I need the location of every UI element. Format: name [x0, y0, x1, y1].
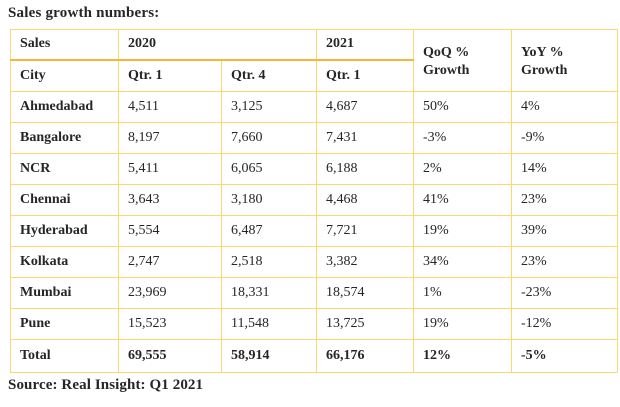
total-label-cell: Total: [10, 339, 119, 373]
city-cell: Pune: [10, 308, 119, 340]
city-cell: Kolkata: [10, 246, 119, 278]
q4-2020-cell: 18,331: [221, 277, 317, 309]
q4-2020-cell: 3,125: [221, 91, 317, 123]
qoq-cell: 41%: [413, 184, 512, 216]
qoq-cell: 50%: [413, 91, 512, 123]
q1-2021-cell: 18,574: [316, 277, 414, 309]
city-cell: Hyderabad: [10, 215, 119, 247]
header-row-quarters: City Qtr. 1 Qtr. 4 Qtr. 1: [10, 59, 618, 92]
yoy-cell: -23%: [511, 277, 618, 309]
source-note: Source: Real Insight: Q1 2021: [8, 377, 204, 393]
table-row-mumbai: Mumbai 23,969 18,331 18,574 1% -23%: [10, 277, 618, 309]
total-q4-2020-cell: 58,914: [221, 339, 317, 373]
q1-2021-cell: 4,687: [316, 91, 414, 123]
qoq-cell: 34%: [413, 246, 512, 278]
header-year-2021: 2021: [316, 29, 414, 61]
header-2020-qtr4: Qtr. 4: [221, 59, 317, 92]
qoq-cell: 19%: [413, 215, 512, 247]
q4-2020-cell: 6,487: [221, 215, 317, 247]
table-row-chennai: Chennai 3,643 3,180 4,468 41% 23%: [10, 184, 618, 216]
header-city: City: [10, 59, 119, 92]
q1-2020-cell: 2,747: [118, 246, 222, 278]
q1-2021-cell: 7,721: [316, 215, 414, 247]
header-row-years: Sales 2020 2021 QoQ % Growth YoY % Growt…: [10, 29, 618, 92]
yoy-cell: 23%: [511, 184, 618, 216]
qoq-cell: 19%: [413, 308, 512, 340]
q4-2020-cell: 7,660: [221, 122, 317, 154]
total-yoy-cell: -5%: [511, 339, 618, 373]
table-row-kolkata: Kolkata 2,747 2,518 3,382 34% 23%: [10, 246, 618, 278]
city-cell: Mumbai: [10, 277, 119, 309]
q4-2020-cell: 6,065: [221, 153, 317, 185]
qoq-cell: 2%: [413, 153, 512, 185]
q1-2020-cell: 4,511: [118, 91, 222, 123]
total-q1-2020-cell: 69,555: [118, 339, 222, 373]
header-year-2020: 2020: [118, 29, 317, 61]
q1-2020-cell: 15,523: [118, 308, 222, 340]
q1-2020-cell: 23,969: [118, 277, 222, 309]
q1-2020-cell: 5,554: [118, 215, 222, 247]
city-cell: Chennai: [10, 184, 119, 216]
header-yoy-growth: YoY % Growth: [511, 29, 618, 92]
q4-2020-cell: 3,180: [221, 184, 317, 216]
total-qoq-cell: 12%: [413, 339, 512, 373]
city-cell: Ahmedabad: [10, 91, 119, 123]
table-row-pune: Pune 15,523 11,548 13,725 19% -12%: [10, 308, 618, 340]
q1-2020-cell: 3,643: [118, 184, 222, 216]
header-sales: Sales: [10, 29, 119, 61]
city-cell: NCR: [10, 153, 119, 185]
q1-2020-cell: 5,411: [118, 153, 222, 185]
q1-2020-cell: 8,197: [118, 122, 222, 154]
header-qoq-growth: QoQ % Growth: [413, 29, 512, 92]
sales-growth-table: Sales 2020 2021 QoQ % Growth YoY % Growt…: [10, 29, 618, 373]
page-title: Sales growth numbers:: [8, 5, 160, 21]
yoy-cell: 14%: [511, 153, 618, 185]
total-q1-2021-cell: 66,176: [316, 339, 414, 373]
table-row-bangalore: Bangalore 8,197 7,660 7,431 -3% -9%: [10, 122, 618, 154]
q1-2021-cell: 6,188: [316, 153, 414, 185]
qoq-cell: 1%: [413, 277, 512, 309]
q1-2021-cell: 13,725: [316, 308, 414, 340]
yoy-cell: 39%: [511, 215, 618, 247]
table-row-ncr: NCR 5,411 6,065 6,188 2% 14%: [10, 153, 618, 185]
city-cell: Bangalore: [10, 122, 119, 154]
q4-2020-cell: 2,518: [221, 246, 317, 278]
yoy-cell: 23%: [511, 246, 618, 278]
q1-2021-cell: 4,468: [316, 184, 414, 216]
table-row-hyderabad: Hyderabad 5,554 6,487 7,721 19% 39%: [10, 215, 618, 247]
yoy-cell: -9%: [511, 122, 618, 154]
header-2020-qtr1: Qtr. 1: [118, 59, 222, 92]
yoy-cell: -12%: [511, 308, 618, 340]
header-2021-qtr1: Qtr. 1: [316, 59, 414, 92]
q1-2021-cell: 7,431: [316, 122, 414, 154]
q1-2021-cell: 3,382: [316, 246, 414, 278]
table-row-ahmedabad: Ahmedabad 4,511 3,125 4,687 50% 4%: [10, 91, 618, 123]
qoq-cell: -3%: [413, 122, 512, 154]
yoy-cell: 4%: [511, 91, 618, 123]
table-row-total: Total 69,555 58,914 66,176 12% -5%: [10, 339, 618, 373]
q4-2020-cell: 11,548: [221, 308, 317, 340]
